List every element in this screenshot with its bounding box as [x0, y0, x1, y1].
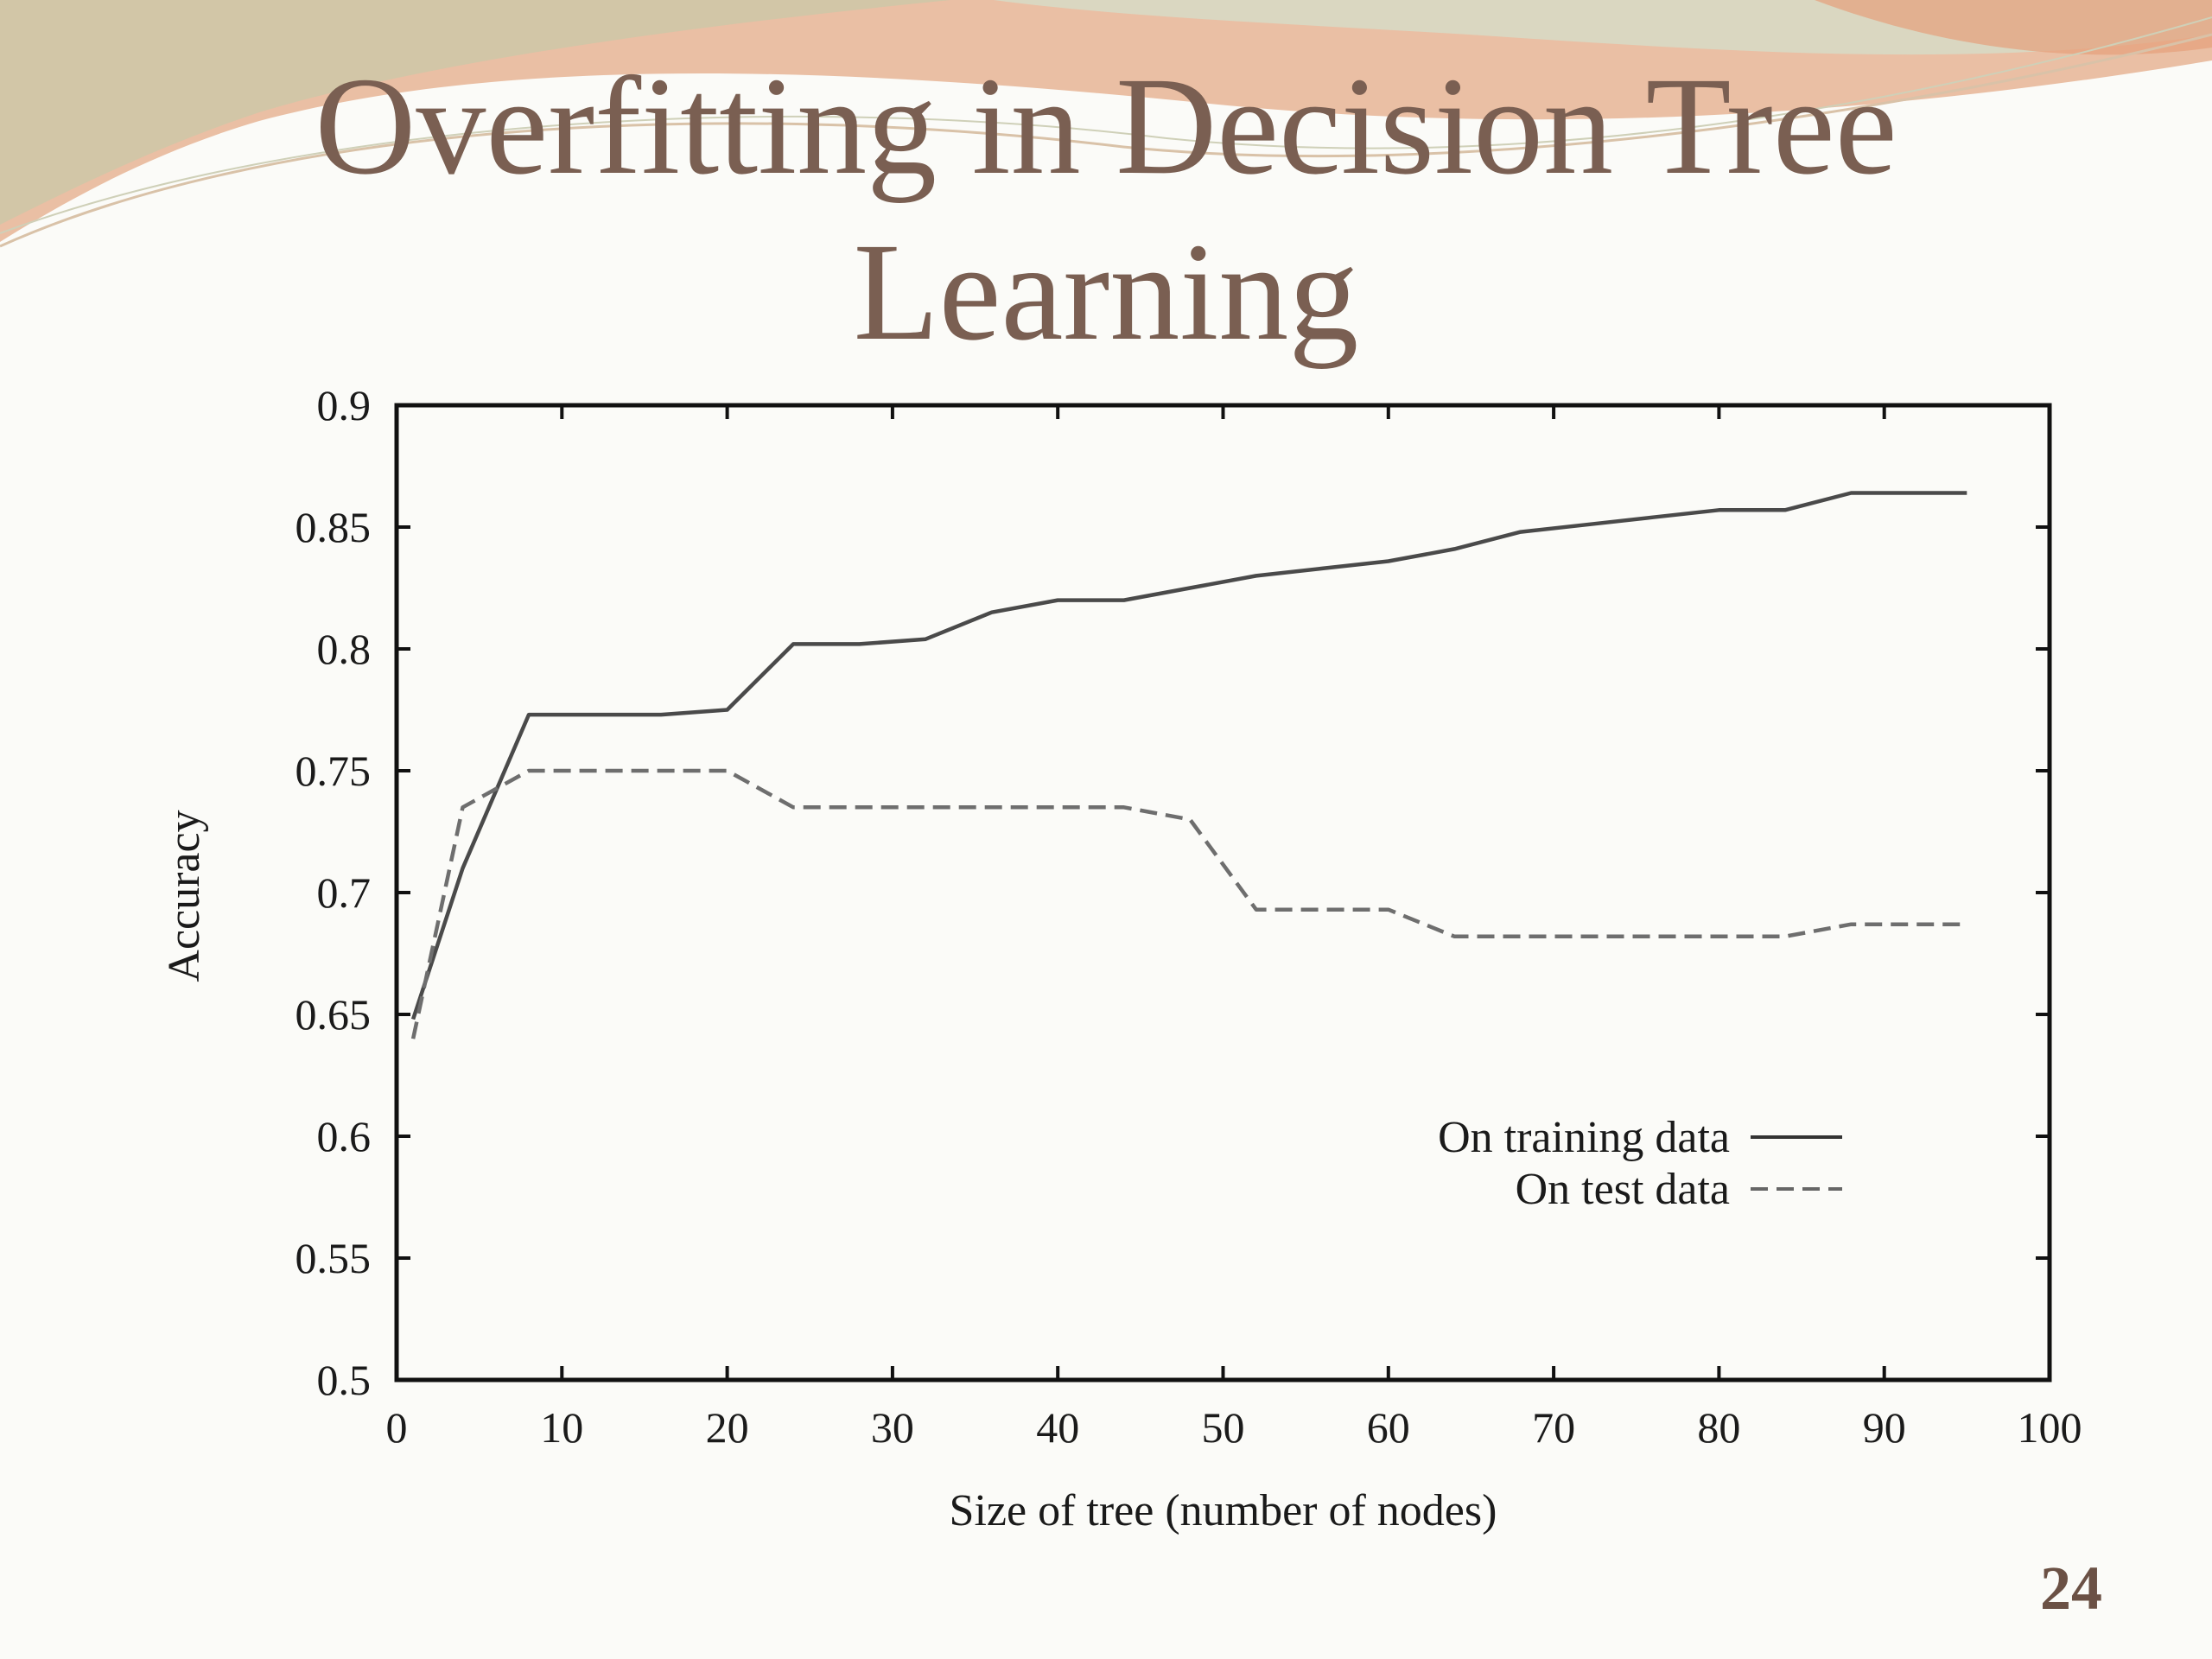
series-line-training: [410, 491, 1967, 1020]
y-axis-label: Accuracy: [160, 810, 209, 982]
legend-label-test: On test data: [1516, 1165, 1730, 1214]
axis-ticks: 0 10 20 30 40 50 60 70 80 90 100 0.5 0.55 0.6 0.65 0.7 0…: [296, 381, 2082, 1452]
x-tick-label: 10: [540, 1403, 583, 1452]
y-tick-label: 0.6: [317, 1112, 372, 1160]
plot-axes: [394, 403, 2052, 1382]
slide-title-line-1: Overfitting in Decision Tree: [315, 49, 1897, 204]
x-axis-label: Size of tree (number of nodes): [950, 1486, 1497, 1535]
y-tick-label: 0.8: [317, 625, 372, 673]
x-tick-label: 40: [1036, 1403, 1079, 1452]
slide-title-line-2: Learning: [853, 215, 1359, 370]
header-swoosh-decoration: [0, 0, 2212, 248]
x-tick-label: 20: [706, 1403, 749, 1452]
x-tick-label: 0: [386, 1403, 408, 1452]
y-tick-label: 0.65: [296, 990, 372, 1039]
x-tick-label: 60: [1367, 1403, 1410, 1452]
x-tick-label: 100: [2018, 1403, 2082, 1452]
y-tick-label: 0.5: [317, 1356, 372, 1404]
x-tick-label: 90: [1863, 1403, 1906, 1452]
y-tick-label: 0.55: [296, 1234, 372, 1282]
series-lines: [410, 491, 1967, 1039]
y-tick-label: 0.75: [296, 747, 372, 795]
x-tick-label: 80: [1697, 1403, 1740, 1452]
x-tick-label: 70: [1532, 1403, 1575, 1452]
y-tick-label: 0.7: [317, 868, 372, 917]
x-tick-label: 50: [1202, 1403, 1245, 1452]
legend-label-training: On training data: [1438, 1113, 1730, 1162]
series-line-test: [410, 768, 1967, 1039]
plot-frame: [394, 403, 2052, 1382]
y-tick-label: 0.85: [296, 503, 372, 551]
page-number: 24: [2040, 1554, 2102, 1623]
y-tick-label: 0.9: [317, 381, 372, 429]
x-tick-label: 30: [871, 1403, 914, 1452]
